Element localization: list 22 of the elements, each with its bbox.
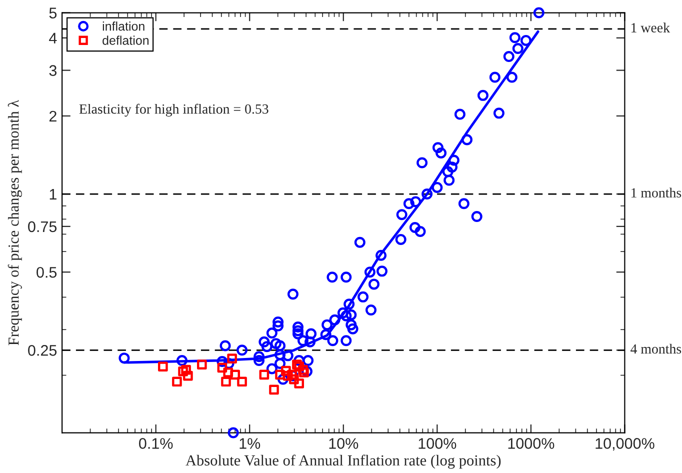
x-tick-label: 10% [329,438,358,449]
y-tick-label: 0.25 [28,345,57,356]
x-tick-label: 100% [418,438,456,449]
ref-line-label: 1 months [631,188,682,198]
x-tick-label: 0.1% [139,438,173,449]
ref-line-label: 1 week [631,22,670,32]
y-axis-title: Frequency of price changes per month λ [8,100,22,346]
legend-label: inflation [102,22,144,31]
x-tick-label: 10,000% [596,438,654,451]
ref-line-label: 4 months [630,344,682,354]
y-tick-label: 0.75 [28,221,57,232]
y-tick-label: 5 [49,8,57,18]
legend-label: deflation [102,36,149,45]
annotation: Elasticity for high inflation = 0.53 [79,104,268,117]
y-tick-label: 1 [50,189,56,200]
y-tick-label: 4 [49,32,57,44]
y-tick-label: 0.5 [36,266,57,278]
x-axis-title: Absolute Value of Annual Inflation rate (log points) [186,454,501,469]
y-tick-label: 3 [49,65,57,76]
x-tick-label: 1000% [508,438,554,449]
y-tick-label: 2 [49,110,56,122]
x-tick-label: 1% [240,438,260,449]
